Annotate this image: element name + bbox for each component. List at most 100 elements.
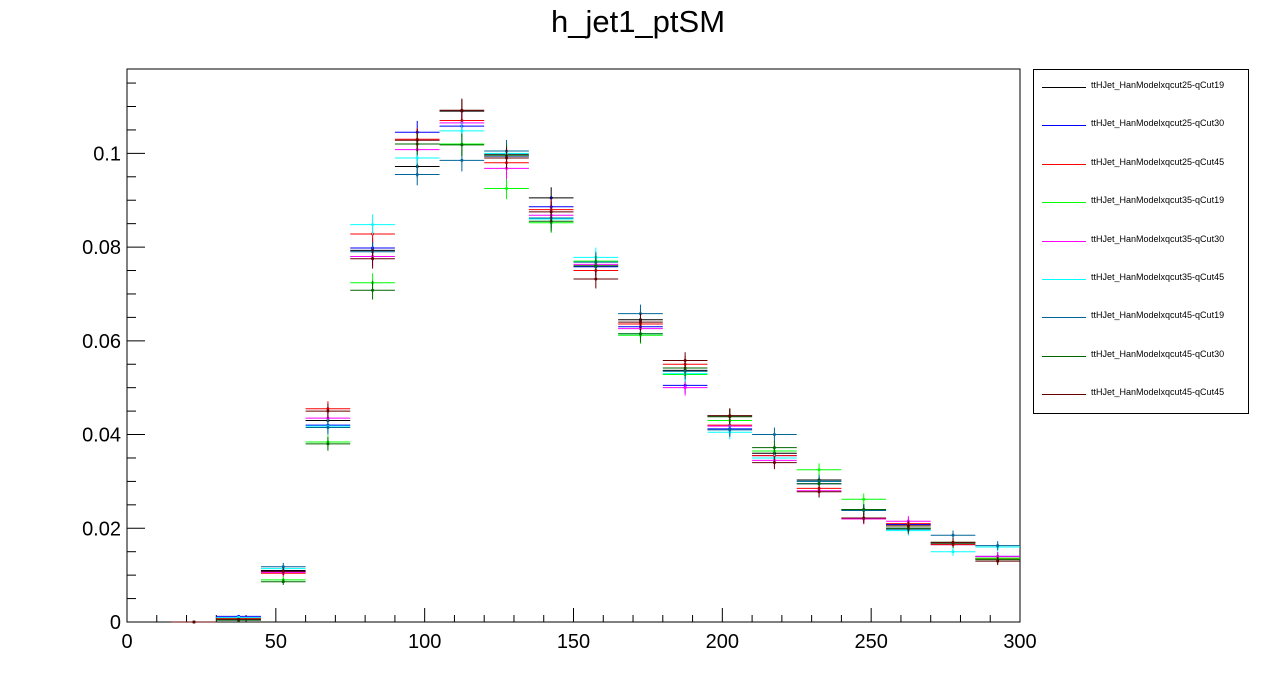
series-group [171,98,1020,624]
data-point [817,490,821,494]
legend-entry: ttHJet_HanModelxqcut25-qCut19 [1034,78,1248,98]
data-point [460,158,464,162]
legend-entry: ttHJet_HanModelxqcut25-qCut45 [1034,155,1248,175]
legend: ttHJet_HanModelxqcut25-qCut19 ttHJet_HanM… [1033,69,1249,414]
x-tick-label: 200 [706,631,739,653]
x-tick-label: 300 [1003,631,1036,653]
data-point [281,565,285,569]
data-point [772,433,776,437]
data-point [415,138,419,142]
legend-label: ttHJet_HanModelxqcut45-qCut45 [1091,387,1225,398]
series-group [171,111,1020,624]
legend-label: ttHJet_HanModelxqcut45-qCut30 [1091,348,1225,359]
data-point [371,288,375,292]
y-axis: 0 0.02 0.04 0.06 0.08 0.1 [82,82,145,634]
legend-line-swatch [1042,163,1086,165]
legend-label: ttHJet_HanModelxqcut35-qCut19 [1091,195,1225,206]
legend-entry: ttHJet_HanModelxqcut45-qCut19 [1034,308,1248,328]
legend-label: ttHJet_HanModelxqcut25-qCut19 [1091,80,1225,90]
data-point [505,187,509,191]
data-point [237,617,241,621]
x-axis: 0 50 100 150 200 250 300 [121,608,1037,653]
data-point [415,156,419,160]
data-point [951,540,955,544]
data-point [862,508,866,512]
series-group [171,119,1020,624]
legend-entry: ttHJet_HanModelxqcut35-qCut30 [1034,232,1248,252]
legend-label: ttHJet_HanModelxqcut25-qCut30 [1091,118,1225,129]
data-point [683,358,687,362]
x-tick-label: 0 [121,631,132,653]
series-group [171,139,1020,624]
y-tick-label: 0 [110,612,121,634]
y-tick-label: 0.04 [82,425,121,447]
data-point [862,497,866,501]
data-point [594,277,598,281]
legend-line-swatch [1042,240,1086,242]
legend-line-swatch [1042,355,1086,357]
data-point [728,428,732,432]
y-tick-label: 0.08 [82,237,121,259]
legend-entry: ttHJet_HanModelxqcut35-qCut45 [1034,270,1248,290]
data-point [326,426,330,430]
data-point [728,414,732,418]
series-group [171,114,1020,624]
y-tick-label: 0.1 [93,143,121,165]
y-tick-label: 0.02 [82,518,121,540]
data-point [549,210,553,214]
legend-line-swatch [1042,394,1086,396]
x-tick-label: 150 [557,631,590,653]
data-point [594,264,598,268]
data-point [638,320,642,324]
data-point [281,569,285,573]
x-tick-label: 50 [265,631,287,653]
series-layer [171,98,1020,624]
data-point [460,108,464,112]
data-point [817,468,821,472]
data-point [281,580,285,584]
legend-label: ttHJet_HanModelxqcut35-qCut30 [1091,233,1225,244]
legend-entry: ttHJet_HanModelxqcut45-qCut30 [1034,347,1248,367]
chart-title: h_jet1_ptSM [550,4,726,39]
data-point [460,143,464,147]
legend-line-swatch [1042,125,1086,127]
data-point [862,516,866,520]
legend-label: ttHJet_HanModelxqcut35-qCut45 [1091,272,1225,282]
legend-entry: ttHJet_HanModelxqcut45-qCut45 [1034,385,1248,405]
data-point [371,257,375,261]
data-point [638,332,642,336]
series-group [171,132,1020,624]
data-point [906,524,910,528]
data-point [460,129,464,133]
legend-entry: ttHJet_HanModelxqcut25-qCut30 [1034,116,1248,136]
series-group [171,109,1020,624]
legend-label: ttHJet_HanModelxqcut25-qCut45 [1091,156,1225,167]
legend-label: ttHJet_HanModelxqcut45-qCut19 [1091,310,1225,321]
data-point [326,442,330,446]
series-group [171,99,1020,624]
legend-line-swatch [1042,279,1086,280]
data-point [772,446,776,450]
data-point [996,544,1000,548]
legend-line-swatch [1042,202,1086,204]
series-group [171,132,1020,624]
x-tick-label: 100 [408,631,441,653]
data-point [683,386,687,390]
x-tick-label: 250 [854,631,887,653]
plot-frame [126,68,1021,623]
data-point [192,620,196,624]
data-point [326,409,330,413]
y-tick-label: 0.06 [82,331,121,353]
legend-line-swatch [1042,87,1086,88]
legend-entry: ttHJet_HanModelxqcut35-qCut19 [1034,193,1248,213]
data-point [772,461,776,465]
data-point [951,533,955,537]
data-point [996,559,1000,563]
data-point [371,223,375,227]
data-point [817,482,821,486]
data-point [951,550,955,554]
data-point [505,156,509,160]
data-point [415,172,419,176]
legend-line-swatch [1042,317,1086,319]
